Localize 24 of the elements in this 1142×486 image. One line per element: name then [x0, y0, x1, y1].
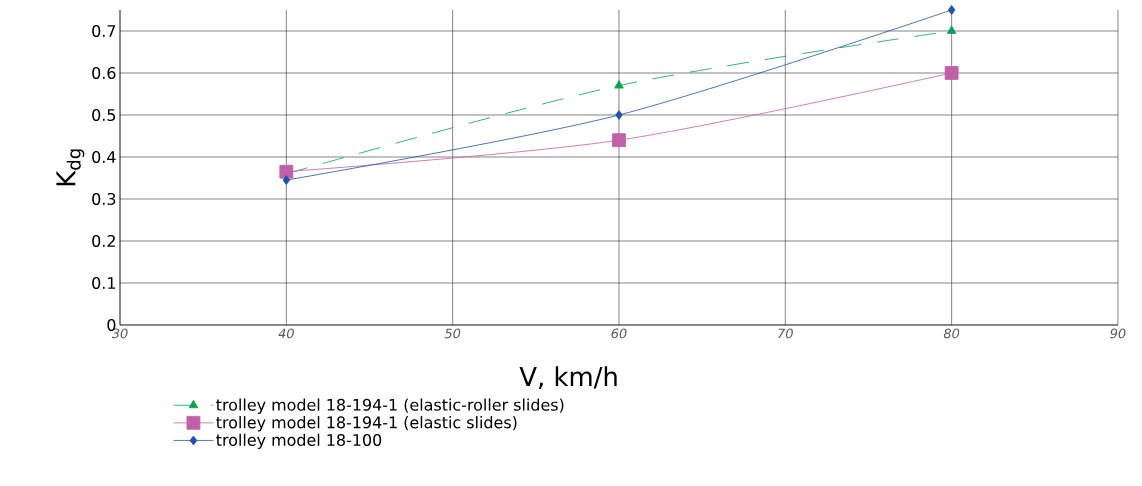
y-tick-label: 0.5: [92, 108, 116, 122]
point: [279, 164, 294, 179]
legend-label: trolley model 18-194-1 (elastic-roller slides): [216, 398, 564, 414]
legend-label: trolley model 18-100: [216, 433, 382, 450]
y-tick-label: 0.4: [92, 150, 116, 164]
x-axis-title: V, km/h: [519, 366, 617, 389]
x-tick-label: 60: [611, 328, 627, 339]
point: [947, 5, 956, 15]
point: [282, 175, 291, 185]
point: [615, 110, 623, 120]
legend-label: trolley model 18-194-1 (elastic slides): [216, 416, 517, 432]
x-tick-label: 90: [1110, 328, 1126, 339]
x-tick-label: 70: [778, 328, 793, 339]
point: [612, 133, 626, 148]
x-tick-label: 40: [278, 328, 294, 339]
y-tick-label: 0.6: [92, 66, 116, 80]
x-tick-label: 80: [943, 328, 960, 339]
y-tick-label: 0.3: [92, 192, 116, 206]
y-tick-label: 0.7: [92, 24, 116, 38]
y-axis-title: K$_{dg}$: [56, 149, 85, 186]
point: [944, 66, 959, 80]
y-tick-label: 0.1: [92, 276, 116, 290]
y-tick-label: 0.2: [92, 234, 115, 248]
x-tick-label: 50: [444, 328, 461, 339]
